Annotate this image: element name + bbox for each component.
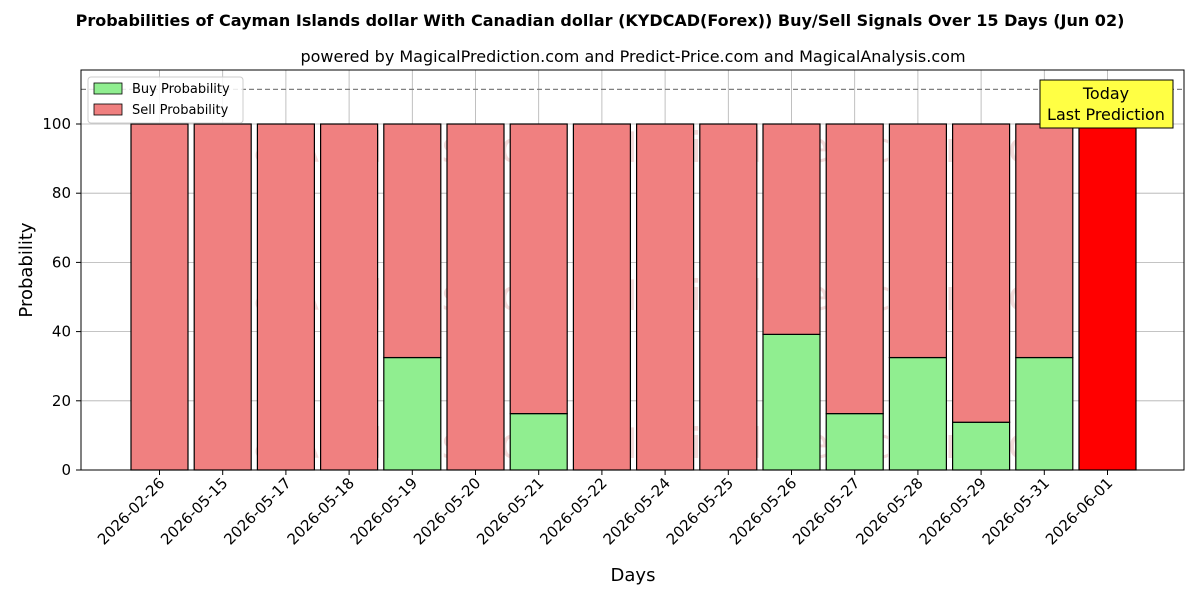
bar-sell-2026-05-18 — [320, 123, 379, 471]
x-tick-label-2026-02-26: 2026-02-26 — [94, 474, 168, 548]
annotation-box — [1039, 79, 1174, 129]
bars-group — [130, 123, 1137, 471]
legend-swatch-sell — [93, 103, 123, 116]
bar-buy-2026-05-26 — [762, 333, 821, 471]
bar-buy-2026-05-19 — [383, 356, 442, 471]
bar-sell-2026-05-31 — [1015, 123, 1074, 359]
y-tick-label-40: 40 — [52, 323, 71, 341]
x-tick-label-2026-05-15: 2026-05-15 — [157, 474, 231, 548]
bar-sell-2026-05-29 — [951, 123, 1011, 423]
x-tick-label-2026-05-21: 2026-05-21 — [473, 474, 547, 548]
bar-sell-2026-06-01 — [1078, 123, 1137, 471]
bar-sell-2026-05-20 — [446, 123, 505, 471]
y-axis-ticks: 0 20 40 60 80 100 — [42, 115, 81, 479]
x-tick-label-2026-05-18: 2026-05-18 — [284, 474, 358, 548]
bar-sell-2026-05-26 — [762, 123, 821, 335]
x-axis-label: Days — [611, 565, 656, 586]
x-tick-label-2026-05-24: 2026-05-24 — [600, 474, 674, 548]
plot-frame — [80, 69, 1185, 471]
bar-sell-2026-05-24 — [635, 123, 695, 471]
y-tick-label-60: 60 — [52, 253, 71, 271]
bar-sell-2026-05-28 — [888, 123, 948, 359]
y-axis-label: Probability — [16, 222, 37, 317]
x-tick-label-2026-05-19: 2026-05-19 — [347, 474, 421, 548]
x-tick-label-2026-05-26: 2026-05-26 — [726, 474, 800, 548]
legend-swatch-buy — [93, 82, 123, 95]
x-tick-label-2026-05-22: 2026-05-22 — [536, 474, 610, 548]
bar-sell-2026-05-15 — [193, 123, 252, 471]
y-tick-label-100: 100 — [42, 115, 71, 133]
x-tick-label-2026-05-29: 2026-05-29 — [916, 474, 990, 548]
y-tick-label-20: 20 — [52, 392, 71, 410]
chart-subtitle: powered by MagicalPrediction.com and Pre… — [300, 47, 965, 66]
x-tick-label-2026-05-17: 2026-05-17 — [220, 474, 294, 548]
today-annotation: Today Last Prediction — [1039, 79, 1174, 129]
x-axis-ticks: 2026-02-262026-05-152026-05-172026-05-18… — [94, 470, 1116, 548]
x-tick-label-2026-06-01: 2026-06-01 — [1042, 474, 1116, 548]
legend-box — [87, 76, 244, 124]
bar-sell-2026-05-17 — [256, 123, 315, 471]
bar-buy-2026-05-21 — [509, 413, 568, 471]
legend-label-buy: Buy Probability — [132, 82, 230, 97]
bar-sell-2026-02-26 — [130, 123, 189, 471]
bar-sell-2026-05-22 — [572, 123, 632, 471]
x-tick-label-2026-05-20: 2026-05-20 — [410, 474, 484, 548]
bar-sell-2026-05-25 — [699, 123, 758, 471]
bar-buy-2026-05-29 — [951, 421, 1011, 471]
y-tick-label-80: 80 — [52, 184, 71, 202]
x-tick-label-2026-05-27: 2026-05-27 — [789, 474, 863, 548]
x-tick-label-2026-05-28: 2026-05-28 — [852, 474, 926, 548]
bar-buy-2026-05-31 — [1015, 356, 1074, 471]
annotation-line-1: Today — [1082, 84, 1129, 103]
chart-title: Probabilities of Cayman Islands dollar W… — [76, 11, 1125, 30]
bar-buy-2026-05-27 — [825, 413, 884, 471]
x-tick-label-2026-05-25: 2026-05-25 — [663, 474, 737, 548]
bar-sell-2026-05-21 — [509, 123, 568, 415]
y-tick-label-0: 0 — [61, 461, 71, 479]
x-tick-label-2026-05-31: 2026-05-31 — [979, 474, 1053, 548]
bar-sell-2026-05-27 — [825, 123, 884, 415]
legend-label-sell: Sell Probability — [132, 103, 229, 118]
legend: Buy Probability Sell Probability — [87, 76, 244, 124]
bar-sell-2026-05-19 — [383, 123, 442, 359]
bar-buy-2026-05-28 — [888, 356, 948, 471]
annotation-line-2: Last Prediction — [1047, 105, 1165, 124]
